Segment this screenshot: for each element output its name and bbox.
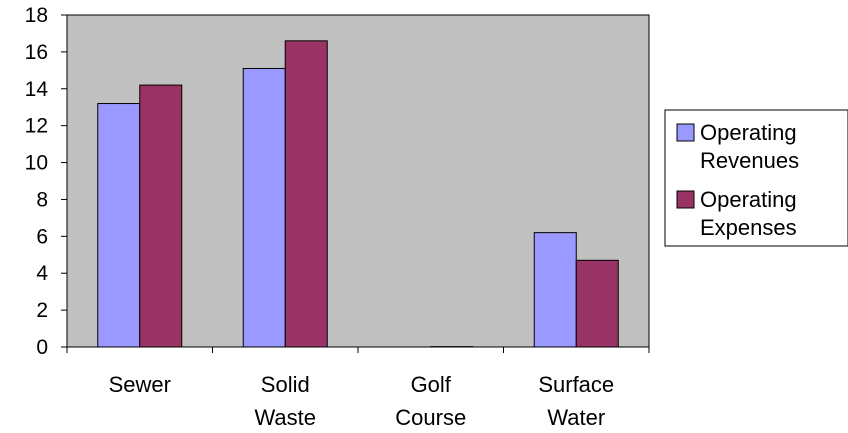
bar-operating-expenses-3 <box>575 259 619 348</box>
category-label: Sewer <box>109 372 171 397</box>
bar-operating-expenses-0 <box>139 84 183 348</box>
legend-label: Operating Expenses <box>700 187 797 240</box>
y-tick-label: 8 <box>36 188 48 211</box>
y-tick-label: 14 <box>25 78 49 101</box>
y-tick-label: 4 <box>36 262 48 285</box>
legend-swatch <box>676 123 695 142</box>
category-labels: Sewer Solid Waste Golf Course Surface Water <box>109 372 615 430</box>
legend-box <box>664 109 848 247</box>
legend-label: Operating Revenues <box>700 120 799 173</box>
y-tick-label: 10 <box>25 152 48 175</box>
bar-operating-revenues-1 <box>242 67 286 348</box>
bars-group <box>97 40 619 348</box>
bar-operating-revenues-3 <box>533 232 577 348</box>
y-tick-label: 16 <box>25 41 48 64</box>
category-label: Golf Course <box>395 372 466 430</box>
bar-operating-expenses-1 <box>284 40 328 348</box>
category-label: Surface Water <box>538 372 614 430</box>
axes-group <box>61 14 650 353</box>
y-tick-label: 2 <box>36 299 48 322</box>
legend: Operating Revenues Operating Expenses <box>664 109 848 247</box>
y-tick-label: 12 <box>25 115 48 138</box>
legend-swatch <box>676 190 695 209</box>
bar-operating-revenues-0 <box>97 103 141 348</box>
y-tick-label: 18 <box>25 4 48 27</box>
y-tick-labels: 0 2 4 6 8 10 12 14 16 18 <box>25 4 49 359</box>
y-tick-label: 6 <box>36 225 48 248</box>
y-tick-label: 0 <box>36 336 48 359</box>
category-label: Solid Waste <box>254 372 316 430</box>
